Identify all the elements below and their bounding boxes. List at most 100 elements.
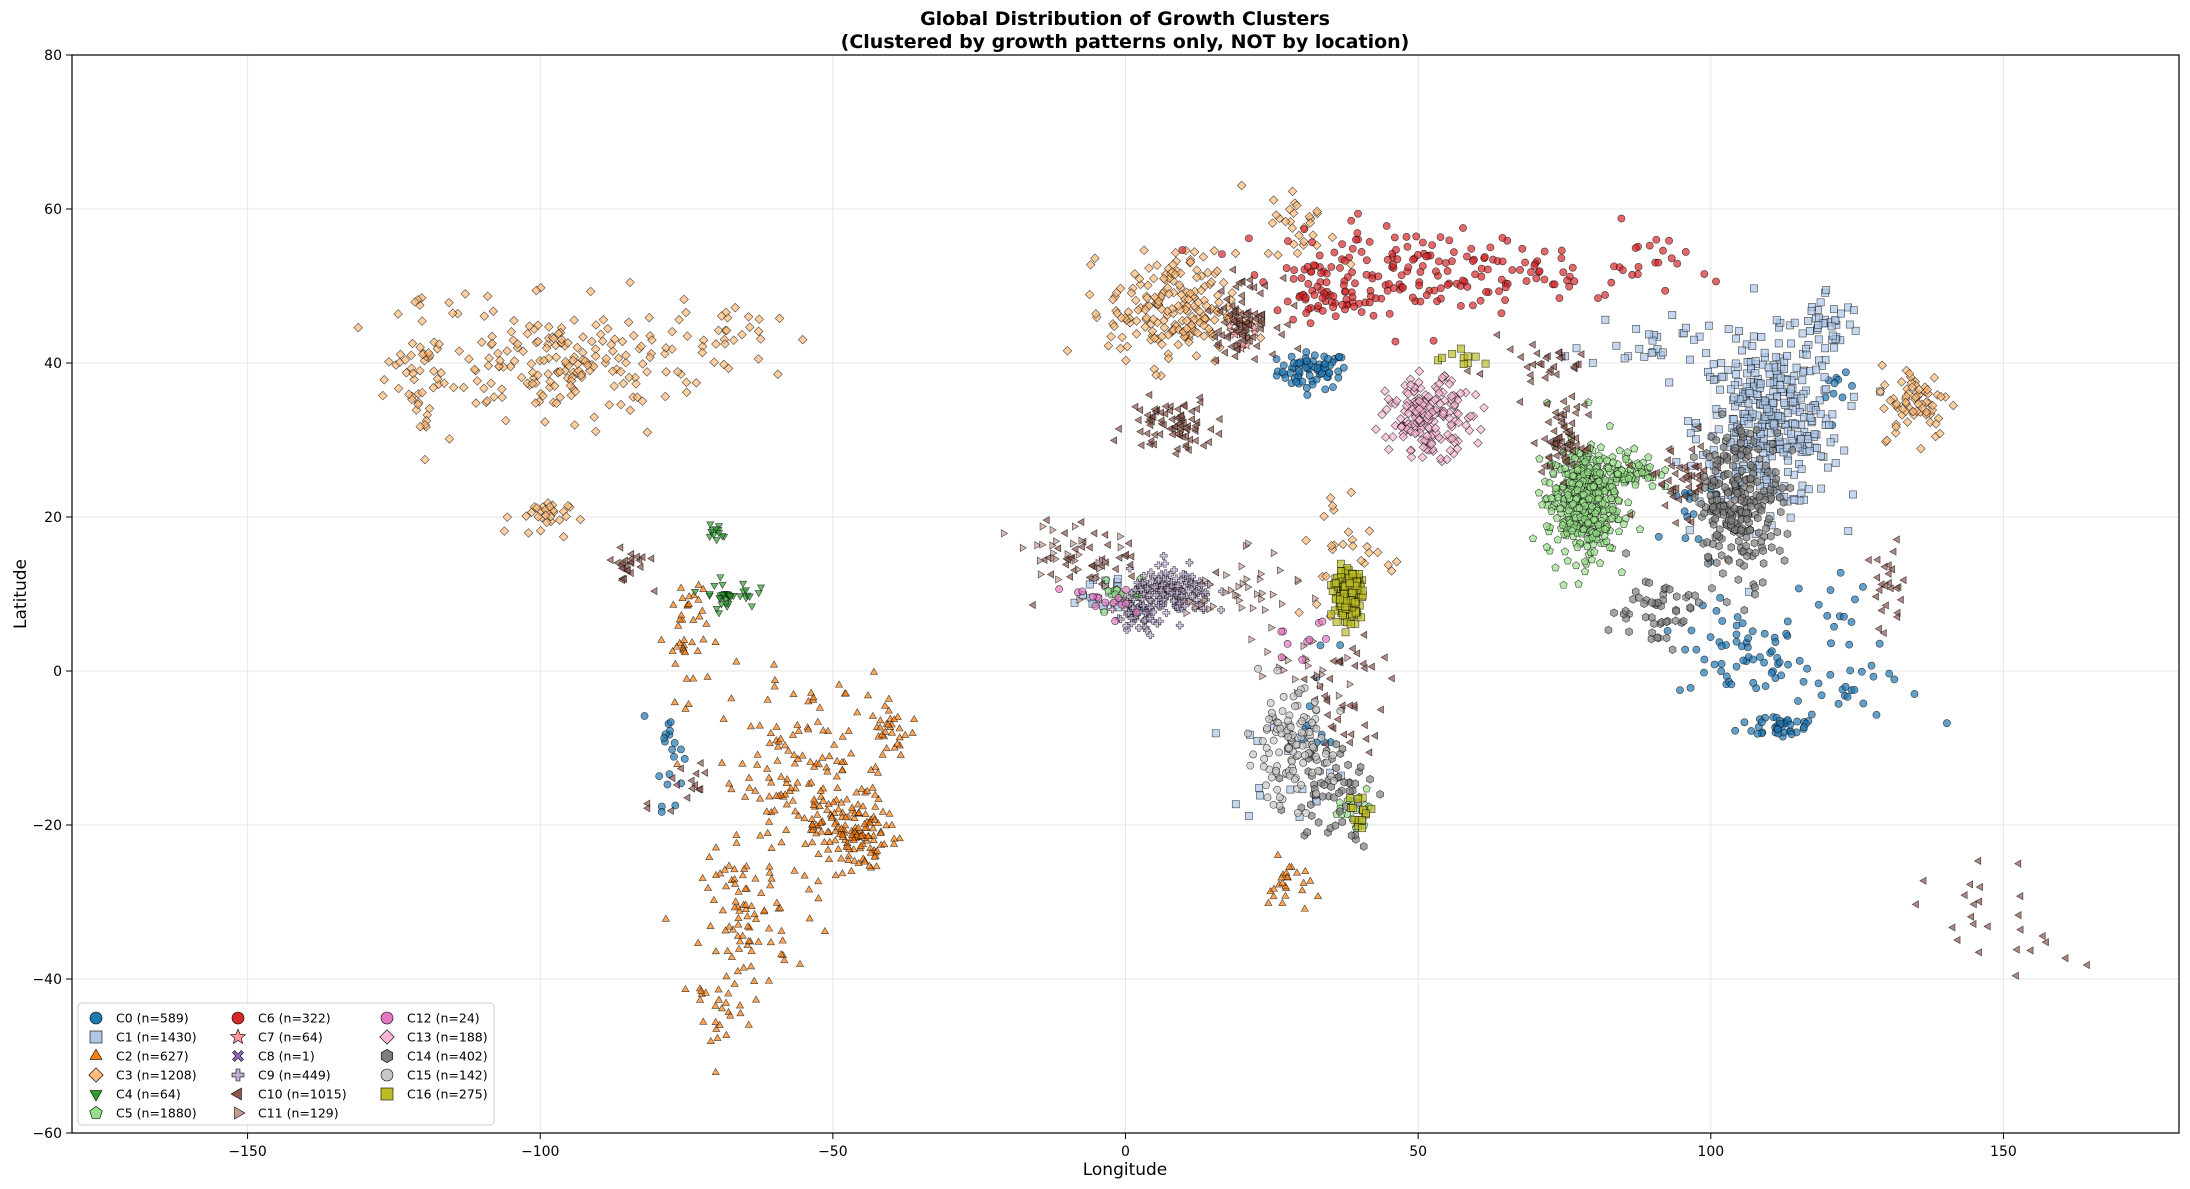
data-point (1036, 556, 1045, 565)
data-point (1298, 885, 1307, 894)
data-point (1103, 340, 1114, 351)
data-point (1141, 312, 1152, 323)
data-point (1533, 349, 1541, 358)
data-point (661, 367, 671, 377)
data-point (1214, 429, 1223, 438)
data-point (1303, 827, 1311, 837)
data-point (1403, 389, 1413, 399)
data-point (1727, 543, 1736, 552)
data-point (1279, 361, 1288, 370)
data-point (1546, 437, 1554, 446)
data-point (1849, 392, 1858, 401)
data-point (1498, 233, 1507, 242)
data-point (1338, 701, 1346, 710)
data-point (1281, 882, 1290, 890)
data-point (1702, 349, 1710, 358)
data-point (1096, 564, 1104, 573)
data-point (423, 348, 434, 358)
legend-marker (89, 1106, 103, 1119)
data-point (1075, 565, 1083, 574)
data-point (1085, 543, 1093, 552)
data-point (1284, 237, 1292, 246)
data-point (1875, 386, 1886, 397)
data-point (807, 778, 816, 786)
data-point (1245, 315, 1254, 324)
data-point (672, 642, 681, 650)
data-point (616, 366, 626, 377)
data-point (814, 894, 823, 902)
data-point (1817, 484, 1826, 493)
data-point (1557, 246, 1566, 255)
data-point (734, 887, 743, 895)
data-point (1723, 433, 1731, 442)
data-point (632, 392, 643, 403)
data-point (1301, 751, 1309, 760)
data-point (755, 721, 764, 729)
data-point (777, 926, 786, 934)
data-point (1658, 348, 1667, 357)
data-point (717, 1004, 726, 1012)
data-point (420, 454, 430, 465)
data-point (1283, 297, 1292, 306)
data-point (1682, 472, 1690, 481)
data-point (816, 786, 825, 794)
data-point (767, 843, 776, 851)
data-point (716, 311, 727, 321)
x-tick-label: 0 (1121, 1144, 1130, 1160)
data-point (681, 307, 691, 318)
data-point (1313, 671, 1321, 680)
data-point (1569, 362, 1577, 372)
data-point (1780, 398, 1788, 407)
data-point (1847, 401, 1856, 410)
data-point (1351, 279, 1359, 288)
data-point (1266, 699, 1275, 707)
data-point (1849, 306, 1858, 315)
data-point (1772, 467, 1780, 477)
data-point (1170, 247, 1181, 258)
legend-item: C3 (n=1208) (88, 1067, 197, 1083)
data-point (1760, 658, 1768, 667)
data-point (1284, 204, 1295, 215)
data-point (1232, 327, 1240, 336)
data-point (1305, 702, 1314, 711)
data-point (800, 813, 809, 822)
data-point (1368, 274, 1377, 283)
data-point (714, 985, 723, 993)
data-point (640, 712, 649, 720)
data-point (1385, 280, 1393, 288)
data-point (842, 795, 851, 803)
data-point (554, 515, 565, 525)
data-point (1042, 516, 1050, 525)
data-point (1777, 507, 1785, 517)
data-point (1663, 626, 1672, 635)
data-point (1283, 872, 1292, 880)
data-point (1332, 739, 1340, 749)
y-tick-label: 0 (53, 664, 62, 680)
data-point (497, 392, 507, 402)
data-point (548, 333, 559, 344)
data-point (482, 396, 492, 406)
data-point (603, 323, 613, 334)
data-point (1245, 539, 1253, 548)
data-point (1477, 272, 1486, 281)
data-point (735, 937, 745, 945)
data-point (1871, 592, 1879, 601)
data-point (623, 565, 631, 575)
data-point (1901, 397, 1911, 407)
data-point (1463, 252, 1471, 261)
data-point (1134, 416, 1142, 425)
data-point (716, 869, 725, 877)
data-point (1859, 582, 1867, 591)
data-point (884, 694, 894, 702)
data-point (1859, 699, 1868, 708)
data-point (838, 766, 847, 774)
data-point (1194, 306, 1205, 317)
data-point (1617, 567, 1626, 576)
data-point (1300, 225, 1309, 234)
data-point (1273, 850, 1282, 858)
data-point (406, 350, 416, 361)
data-point (1150, 583, 1159, 591)
data-point (730, 903, 739, 911)
y-tick-label: 40 (44, 356, 62, 372)
data-point (1710, 476, 1718, 486)
